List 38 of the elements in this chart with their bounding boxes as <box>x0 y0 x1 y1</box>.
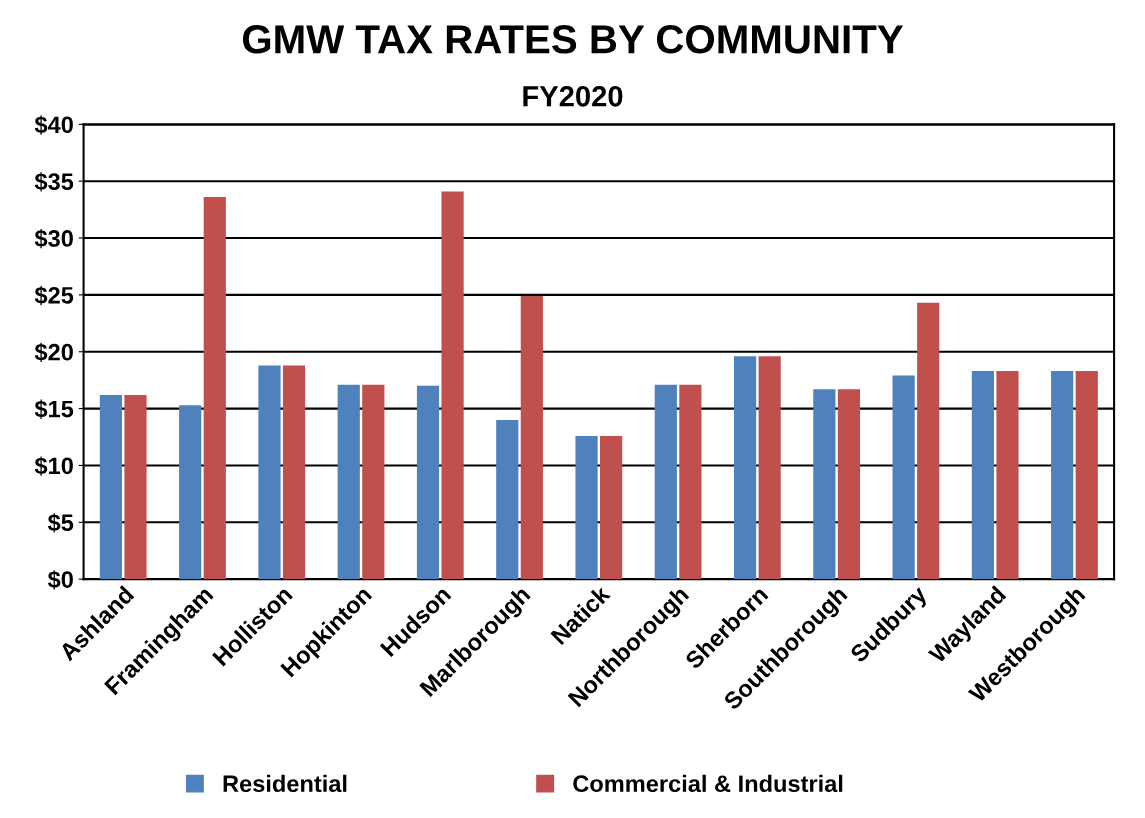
bar <box>520 296 543 580</box>
bar <box>733 356 757 580</box>
bar <box>441 191 464 580</box>
bar <box>282 365 306 580</box>
bar <box>203 197 226 580</box>
legend-label: Commercial & Industrial <box>573 774 843 793</box>
bar <box>124 394 147 580</box>
bar <box>654 384 677 580</box>
bar <box>600 435 623 580</box>
bar <box>917 302 940 580</box>
bar <box>892 375 915 580</box>
y-tick-label: $5 <box>47 513 74 533</box>
bar <box>99 394 123 580</box>
bar <box>813 389 836 580</box>
bar <box>337 384 360 580</box>
bar <box>1075 371 1098 580</box>
bar <box>496 419 519 580</box>
y-tick-label: $25 <box>34 285 74 306</box>
y-tick-label: $15 <box>34 399 74 419</box>
bar <box>416 385 440 580</box>
bar <box>971 371 994 580</box>
y-tick-label: $40 <box>34 115 73 135</box>
chart-title: GMW TAX RATES BY COMMUNITY <box>242 25 904 54</box>
legend-label: Residential <box>223 774 347 793</box>
bar <box>1051 371 1074 580</box>
chart-subtitle: FY2020 <box>523 85 623 107</box>
bar <box>679 384 702 580</box>
bar <box>575 435 598 580</box>
bar <box>258 365 281 580</box>
bar <box>758 356 781 580</box>
bar <box>362 384 385 580</box>
bar <box>179 405 202 580</box>
y-tick-label: $10 <box>34 456 73 476</box>
y-tick-label: $20 <box>34 342 73 363</box>
y-tick-label: $35 <box>34 172 74 192</box>
y-tick-label: $30 <box>34 229 73 249</box>
bar <box>996 371 1019 580</box>
bar <box>837 389 861 580</box>
